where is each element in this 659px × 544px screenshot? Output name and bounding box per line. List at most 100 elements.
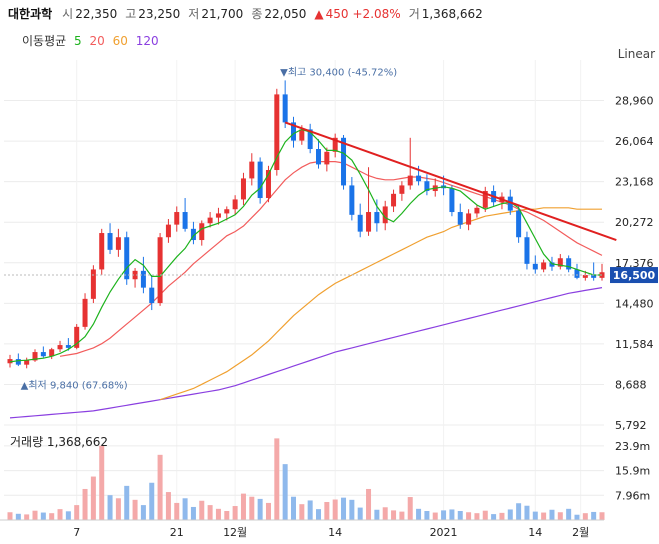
ma120-line — [9, 287, 603, 419]
volume-bar — [140, 505, 146, 520]
volume-bar — [499, 512, 505, 520]
candle-body — [74, 326, 80, 348]
volume-bar — [299, 504, 305, 520]
candle-body — [124, 237, 130, 280]
candle-body — [199, 223, 205, 241]
candle-body — [391, 193, 397, 207]
volume-bar — [249, 496, 255, 520]
volume-bar — [374, 509, 380, 520]
volume-bar — [566, 508, 572, 520]
volume-bar — [99, 445, 105, 520]
price-tick-label: 8,688 — [615, 378, 647, 391]
volume-bar — [82, 488, 88, 520]
volume-bar — [65, 511, 71, 520]
volume-bar — [574, 514, 580, 520]
candle-body — [207, 217, 213, 224]
volume-bar — [74, 505, 80, 520]
candle-body — [65, 345, 71, 348]
time-tick-label: 2021 — [430, 526, 458, 539]
candle-body — [215, 213, 221, 218]
volume-bar — [482, 510, 488, 520]
volume-bar — [7, 512, 13, 520]
candle-body — [32, 352, 38, 361]
candle-body — [366, 212, 372, 232]
open-label: 시 — [62, 7, 74, 21]
candle-body — [357, 214, 363, 232]
candle-body — [57, 345, 63, 350]
candle-body — [257, 161, 263, 199]
ma120-legend[interactable]: 120 — [135, 34, 159, 48]
volume-panel-label: 거래량 1,368,662 — [10, 435, 108, 449]
price-plot-area — [0, 60, 604, 425]
candle-body — [99, 233, 105, 270]
volume-bar — [557, 512, 563, 520]
candle-body — [190, 228, 196, 241]
candle-body — [299, 129, 305, 141]
header: 대한과학 시 22,350 고 23,250 저 21,700 종 22,050 ▲ 450 +2.0… — [8, 5, 491, 21]
volume-bar — [165, 492, 171, 520]
candle-body — [7, 359, 13, 364]
trend-line — [284, 121, 617, 241]
candle-body — [457, 212, 463, 225]
volume-bar — [507, 509, 513, 520]
price-tick-label: 20,272 — [615, 216, 654, 229]
candle-body — [516, 210, 522, 238]
volume-bar — [224, 511, 230, 520]
ma-legend[interactable]: 이동평균 5 20 60 120 — [22, 32, 163, 49]
volume-bar — [441, 510, 447, 520]
volume-bar — [432, 512, 438, 520]
candle-body — [449, 188, 455, 213]
volume-tick-label: 15.9m — [615, 465, 650, 478]
volume-bar — [90, 476, 96, 520]
volume-bar — [157, 454, 163, 520]
candle-body — [307, 129, 313, 150]
current-price-label: 16,500 — [613, 269, 656, 282]
volume-bar — [316, 509, 322, 520]
ma20-legend[interactable]: 20 — [89, 34, 105, 48]
candle-body — [82, 298, 88, 327]
scale-toggle[interactable]: Linear — [617, 47, 655, 61]
price-tick-label: 14,480 — [615, 297, 654, 310]
candle-body — [40, 352, 46, 357]
volume-bar — [591, 511, 597, 520]
volume-bar — [599, 512, 605, 520]
stock-name: 대한과학 — [8, 7, 53, 21]
candle-body — [249, 161, 255, 179]
candle-body — [574, 269, 580, 278]
ma5-legend[interactable]: 5 — [74, 34, 82, 48]
candle-body — [232, 199, 238, 210]
price-tick-label: 23,168 — [615, 176, 654, 189]
candle-body — [165, 224, 171, 238]
candle-body — [524, 237, 530, 264]
candle-body — [582, 275, 588, 278]
candle-body — [591, 275, 597, 278]
volume-bar — [332, 499, 338, 520]
ma60-legend[interactable]: 60 — [112, 34, 128, 48]
volume-bar — [265, 502, 271, 520]
volume-tick-label: 23.9m — [615, 440, 650, 453]
candle-body — [24, 360, 30, 365]
price-tick-label: 17,376 — [615, 257, 654, 270]
candle-body — [549, 262, 555, 267]
low-value: 21,700 — [201, 7, 244, 21]
candle-body — [474, 207, 480, 214]
candle-body — [174, 212, 180, 225]
close-label: 종 — [251, 7, 263, 21]
volume-bar — [516, 503, 522, 520]
volume-bar — [240, 493, 246, 520]
candle-body — [182, 212, 188, 229]
volume-bar — [257, 498, 263, 520]
candle-body — [566, 258, 572, 270]
candle-body — [532, 263, 538, 270]
candle-body — [49, 349, 55, 357]
volume-tick-label: 7.96m — [615, 489, 650, 502]
candle-body — [274, 94, 280, 171]
volume-bar — [416, 508, 422, 520]
candle-body — [15, 359, 21, 365]
candle-body — [466, 213, 472, 225]
volume-bar — [582, 513, 588, 520]
candle-body — [407, 175, 413, 186]
candle-body — [132, 270, 138, 280]
candle-body — [115, 237, 121, 250]
